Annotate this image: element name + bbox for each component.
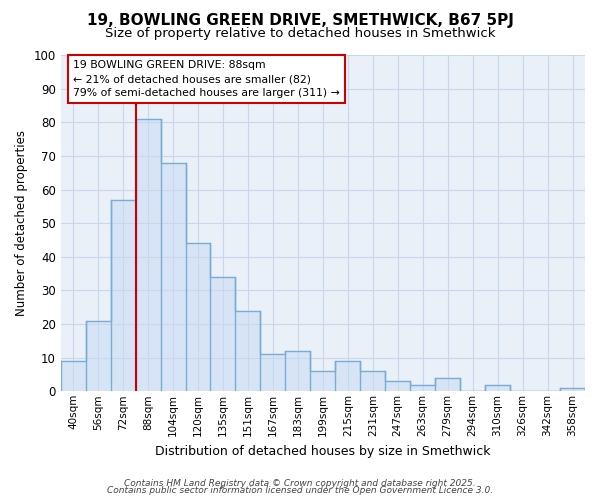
Text: Size of property relative to detached houses in Smethwick: Size of property relative to detached ho…	[105, 28, 495, 40]
Text: 19, BOWLING GREEN DRIVE, SMETHWICK, B67 5PJ: 19, BOWLING GREEN DRIVE, SMETHWICK, B67 …	[86, 12, 514, 28]
X-axis label: Distribution of detached houses by size in Smethwick: Distribution of detached houses by size …	[155, 444, 491, 458]
Text: 19 BOWLING GREEN DRIVE: 88sqm
← 21% of detached houses are smaller (82)
79% of s: 19 BOWLING GREEN DRIVE: 88sqm ← 21% of d…	[73, 60, 340, 98]
Polygon shape	[61, 119, 585, 392]
Y-axis label: Number of detached properties: Number of detached properties	[15, 130, 28, 316]
Text: Contains HM Land Registry data © Crown copyright and database right 2025.: Contains HM Land Registry data © Crown c…	[124, 478, 476, 488]
Text: Contains public sector information licensed under the Open Government Licence 3.: Contains public sector information licen…	[107, 486, 493, 495]
